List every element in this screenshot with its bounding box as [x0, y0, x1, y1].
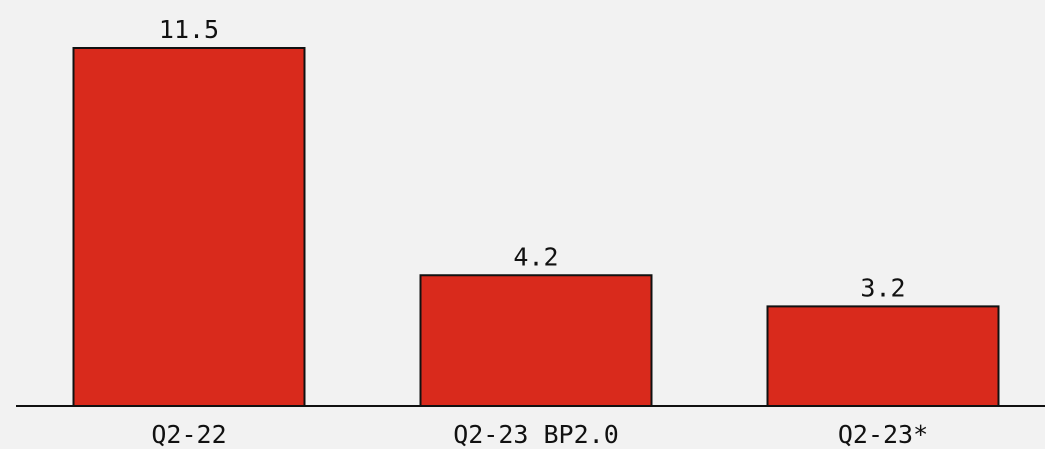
- x-tick-label-2: Q2-23*: [838, 420, 928, 449]
- bar-2: [766, 305, 1000, 407]
- data-label-0: 11.5: [159, 15, 219, 44]
- bar-1: [419, 274, 653, 407]
- x-tick-label-0: Q2-22: [151, 420, 226, 449]
- x-tick-label-1: Q2-23 BP2.0: [453, 420, 619, 449]
- bar-0: [72, 47, 306, 407]
- labels-layer: 11.5 Q2-22 4.2 Q2-23 BP2.0 3.2 Q2-23*: [151, 15, 928, 449]
- data-label-2: 3.2: [860, 273, 905, 302]
- data-label-1: 4.2: [513, 242, 558, 271]
- bars-layer: [72, 47, 1000, 407]
